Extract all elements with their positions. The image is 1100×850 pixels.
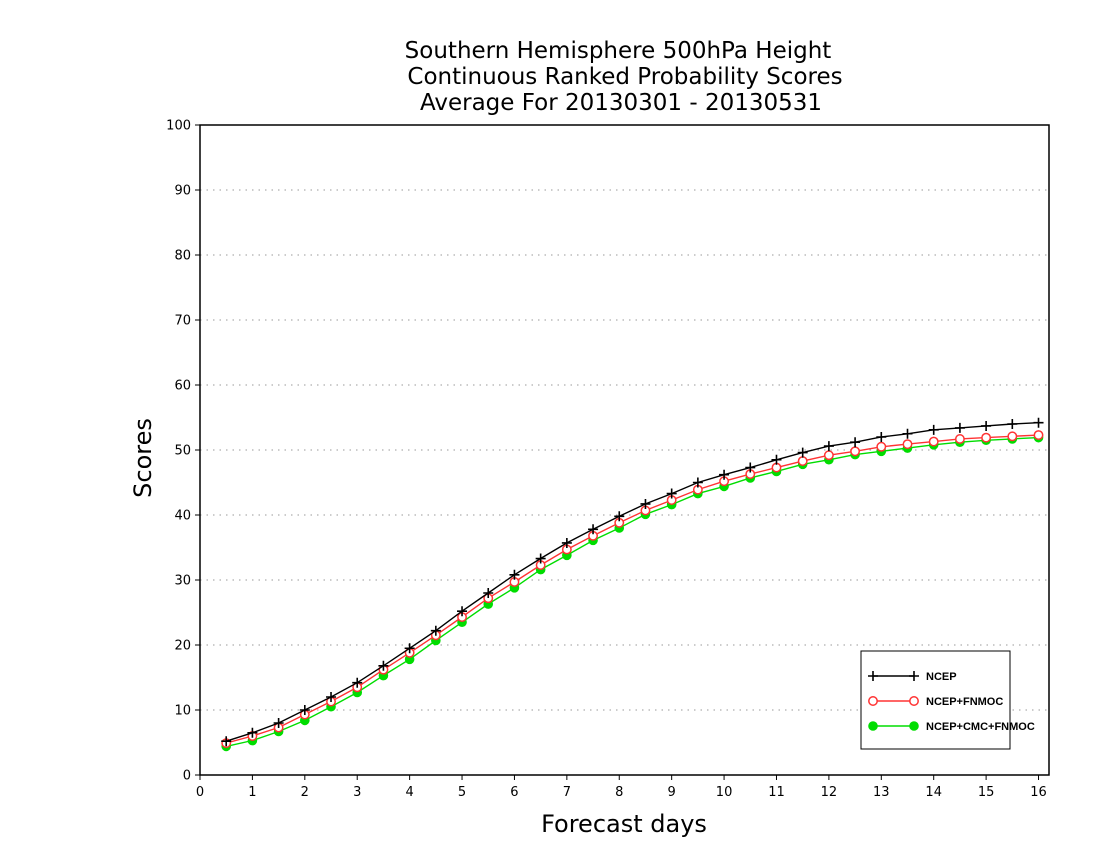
- data-point: [247, 727, 258, 738]
- data-point: [692, 477, 703, 488]
- y-tick-label: 30: [174, 574, 191, 589]
- legend-label: NCEP+CMC+FNMOC: [926, 721, 1035, 733]
- data-point: [981, 432, 992, 443]
- gridlines: [200, 189, 1049, 711]
- x-tick-label: 6: [510, 785, 518, 800]
- y-tick-label: 20: [174, 639, 191, 654]
- data-point: [797, 447, 808, 458]
- data-point: [509, 569, 520, 580]
- data-point: [850, 437, 861, 448]
- x-tick-label: 12: [821, 785, 838, 800]
- legend-entry: NCEP+CMC+FNMOC: [868, 721, 1035, 733]
- legend-label: NCEP+FNMOC: [926, 696, 1003, 708]
- legend-marker: [909, 671, 919, 681]
- data-point: [404, 643, 415, 654]
- data-point: [1007, 419, 1018, 429]
- data-point: [221, 736, 232, 747]
- data-point: [352, 677, 363, 688]
- series-ncep: [221, 417, 1044, 747]
- data-point: [614, 511, 625, 522]
- y-tick-label: 100: [166, 119, 191, 134]
- x-tick-label: 10: [716, 785, 733, 800]
- legend-marker: [868, 671, 878, 681]
- axis-ticks: [195, 124, 1040, 780]
- data-point: [588, 524, 599, 535]
- legend-entry: NCEP+FNMOC: [868, 696, 1003, 708]
- x-tick-label: 13: [873, 785, 890, 800]
- data-point: [483, 588, 494, 598]
- y-tick-label: 90: [174, 184, 191, 199]
- title-line-3: Average For 20130301 - 20130531: [420, 90, 822, 116]
- title-line-2: Continuous Ranked Probability Scores: [407, 64, 842, 90]
- data-point: [823, 441, 834, 452]
- x-tick-label: 14: [925, 785, 942, 800]
- x-tick-label: 15: [978, 785, 995, 800]
- data-point: [850, 446, 861, 457]
- data-point: [273, 718, 284, 728]
- y-tick-label: 50: [174, 444, 191, 459]
- y-tick-label: 80: [174, 249, 191, 264]
- y-tick-label: 70: [174, 314, 191, 329]
- data-point: [928, 436, 939, 447]
- data-point: [797, 456, 808, 466]
- x-tick-label: 1: [248, 785, 256, 800]
- data-point: [1007, 431, 1018, 442]
- data-point: [378, 660, 389, 671]
- data-point: [981, 420, 992, 431]
- data-point: [457, 606, 468, 617]
- x-axis-label: Forecast days: [541, 810, 707, 838]
- x-tick-label: 4: [405, 785, 413, 800]
- y-axis-label: Scores: [129, 418, 157, 498]
- x-tick-label: 16: [1030, 785, 1047, 800]
- x-tick-label: 8: [615, 785, 623, 800]
- data-point: [535, 553, 546, 564]
- data-point: [666, 488, 677, 499]
- data-point: [1033, 430, 1044, 440]
- data-point: [326, 692, 337, 702]
- legend: NCEP NCEP+FNMOC NCEP+CMC+FNMOC: [860, 650, 1035, 750]
- legend-marker: [909, 696, 919, 706]
- x-tick-label: 0: [196, 785, 204, 800]
- data-point: [771, 454, 782, 465]
- data-point: [1033, 417, 1044, 428]
- data-point: [430, 625, 441, 636]
- y-tick-label: 10: [174, 704, 191, 719]
- x-tick-label: 3: [353, 785, 361, 800]
- data-point: [640, 498, 651, 509]
- legend-marker: [868, 721, 878, 731]
- x-tick-label: 9: [668, 785, 676, 800]
- data-point: [928, 424, 939, 435]
- data-point: [876, 441, 887, 452]
- data-point: [954, 422, 965, 433]
- x-tick-label: 2: [301, 785, 309, 800]
- data-point: [719, 469, 730, 480]
- legend-marker: [868, 696, 878, 706]
- legend-marker: [909, 721, 919, 731]
- x-tick-label: 11: [768, 785, 785, 800]
- legend-box: [860, 650, 1011, 750]
- data-point: [876, 432, 887, 442]
- y-tick-label: 0: [183, 769, 191, 784]
- title-line-1: Southern Hemisphere 500hPa Height: [405, 38, 832, 64]
- series-layer: [221, 417, 1044, 752]
- legend-entry: NCEP: [868, 671, 957, 683]
- y-tick-label: 60: [174, 379, 191, 394]
- x-tick-label: 5: [458, 785, 466, 800]
- chart-title: Southern Hemisphere 500hPa Height Contin…: [405, 38, 843, 116]
- data-point: [902, 439, 913, 450]
- data-point: [954, 434, 965, 444]
- data-point: [902, 428, 913, 439]
- x-tick-label: 7: [563, 785, 571, 800]
- data-point: [299, 705, 310, 715]
- data-point: [745, 462, 756, 473]
- legend-label: NCEP: [926, 671, 957, 683]
- data-point: [561, 537, 572, 548]
- y-tick-label: 40: [174, 509, 191, 524]
- data-point: [823, 450, 834, 461]
